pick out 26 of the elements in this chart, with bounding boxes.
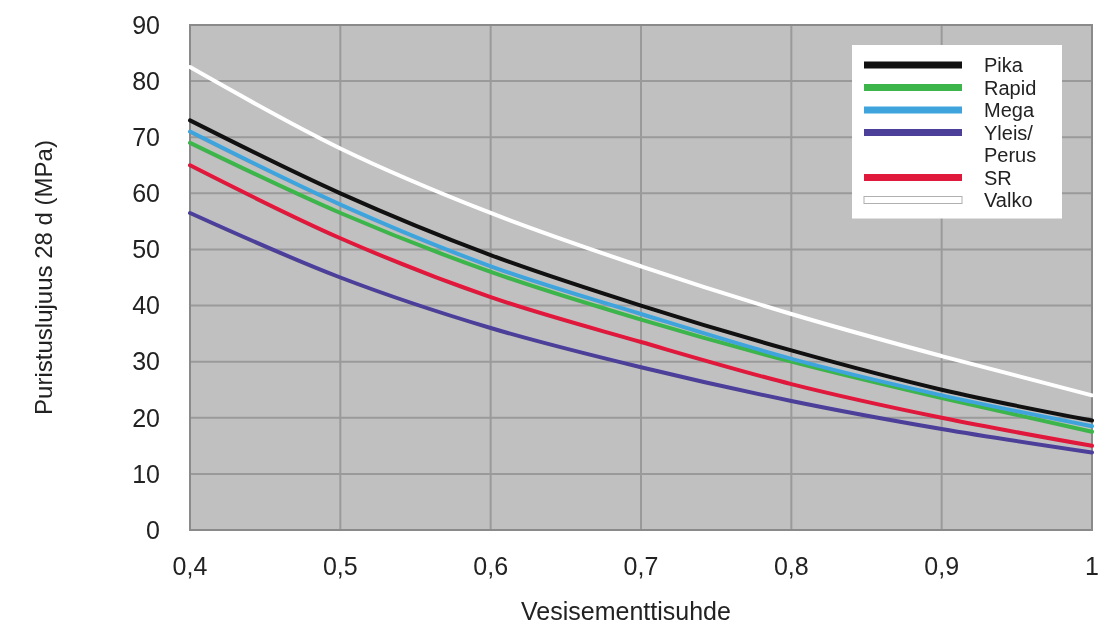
x-tick-label: 0,6	[473, 552, 509, 580]
y-tick-label: 90	[132, 10, 160, 39]
x-tick-label: 0,5	[322, 552, 358, 580]
y-tick-label: 10	[132, 459, 160, 488]
x-tick-label: 0,9	[924, 552, 960, 580]
x-tick-label: 0,8	[773, 552, 809, 580]
legend-label: Yleis/ Perus	[984, 121, 1037, 166]
y-tick-label: 40	[132, 291, 160, 320]
y-tick-label: 0	[146, 515, 160, 544]
legend-label: Pika	[984, 54, 1024, 76]
x-axis-title: Vesisementtisuhde	[521, 597, 731, 625]
x-tick-label: 1	[1085, 552, 1099, 580]
y-tick-label: 50	[132, 235, 160, 264]
y-tick-label: 20	[132, 403, 160, 432]
y-tick-label: 60	[132, 179, 160, 208]
y-tick-label: 70	[132, 122, 160, 151]
legend-label: SR	[984, 166, 1012, 189]
legend-label: Mega	[984, 99, 1035, 121]
legend-label: Valko	[984, 189, 1033, 211]
y-tick-label: 30	[132, 347, 160, 376]
x-tick-label: 0,4	[172, 552, 208, 580]
x-tick-label: 0,7	[623, 552, 659, 580]
y-tick-label: 80	[132, 66, 160, 95]
y-axis-title: Puristuslujuus 28 d (MPa)	[30, 140, 57, 415]
line-series	[188, 210, 1094, 455]
legend-label: Rapid	[984, 76, 1037, 99]
